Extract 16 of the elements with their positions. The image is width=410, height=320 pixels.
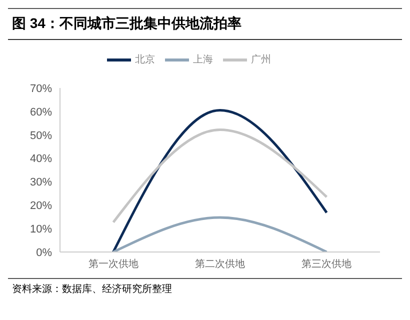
- y-tick-label: 40%: [30, 153, 52, 166]
- legend-label: 北京: [135, 54, 155, 66]
- y-tick-label: 50%: [30, 130, 52, 142]
- text: 资料来源：数据库、经济研究所整理: [12, 282, 173, 296]
- legend-label: 广州: [251, 54, 271, 66]
- y-tick-label: 20%: [30, 200, 52, 212]
- y-tick-label: 70%: [30, 82, 52, 95]
- x-tick-label: 第一次供地: [88, 258, 138, 270]
- y-tick-label: 10%: [30, 223, 52, 236]
- legend-label: 上海: [193, 54, 213, 66]
- y-tick-label: 0%: [36, 246, 52, 259]
- y-tick-label: 60%: [30, 106, 52, 118]
- x-tick-label: 第三次供地: [302, 258, 352, 270]
- chart-title: 图 34：不同城市三批集中供地流拍率: [8, 8, 402, 40]
- y-tick-label: 30%: [30, 176, 52, 189]
- x-tick-label: 第二次供地: [195, 258, 245, 270]
